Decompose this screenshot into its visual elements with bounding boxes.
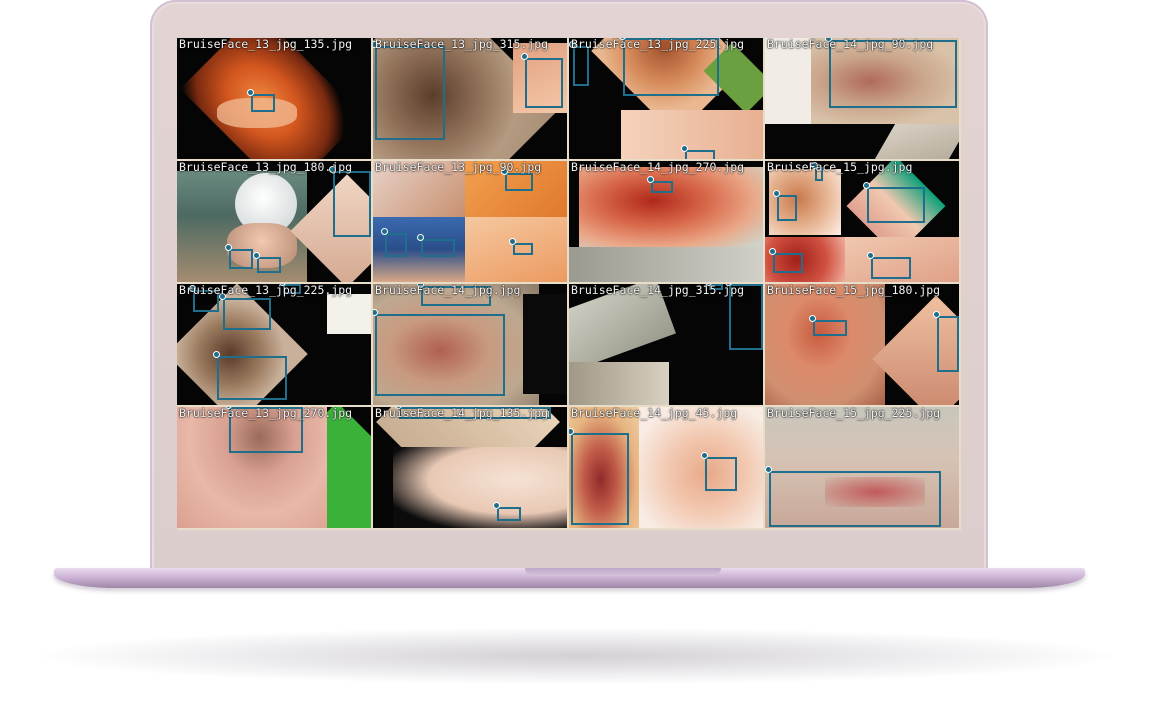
bounding-box xyxy=(247,89,275,112)
image-region xyxy=(327,294,371,334)
bounding-box xyxy=(769,248,803,273)
training-batch-grid: BruiseFace_13_jpg_135.jpg BruiseFace_13_… xyxy=(177,38,961,530)
image-region xyxy=(825,477,925,507)
tile-title: BruiseFace_13_jpg_225.jpg xyxy=(179,284,353,297)
tile-title: BruiseFace_13_jpg_225.jpg xyxy=(571,38,745,51)
image-region xyxy=(579,167,763,251)
image-region xyxy=(765,407,959,528)
bounding-box xyxy=(569,428,629,525)
image-region xyxy=(217,98,297,128)
image-region xyxy=(393,447,567,528)
bounding-box xyxy=(809,315,847,336)
bounding-box xyxy=(863,182,925,223)
bounding-box xyxy=(773,190,797,221)
image-region xyxy=(765,284,885,405)
batch-tile[interactable]: BruiseFace_15_jpg_180.jpg xyxy=(765,284,959,405)
tile-title: BruiseFace_15_jpg_180.jpg xyxy=(767,284,941,297)
bounding-box xyxy=(225,407,303,453)
batch-tile[interactable]: BruiseFace_14_jpg_270.jpg xyxy=(569,161,763,282)
bounding-box xyxy=(933,311,959,372)
image-region xyxy=(465,217,567,282)
batch-tile[interactable]: BruiseFace_13_jpg_90.jpg xyxy=(373,161,567,282)
bounding-box xyxy=(647,176,673,193)
batch-tile[interactable]: BruiseFace_14_jpg.jpg xyxy=(373,284,567,405)
tile-title: BruiseFace_14_jpg_270.jpg xyxy=(571,161,745,174)
bounding-box xyxy=(279,284,301,294)
image-region xyxy=(874,124,959,159)
bounding-box xyxy=(213,351,287,400)
bounding-box xyxy=(569,41,589,86)
image-region xyxy=(765,237,845,282)
batch-tile[interactable]: BruiseFace_14_jpg_45.jpg xyxy=(569,407,763,528)
bounding-box xyxy=(381,228,407,257)
image-region xyxy=(569,362,669,405)
batch-tile[interactable]: BruiseFace_13_jpg_225.jpg xyxy=(177,284,371,405)
batch-tile[interactable]: BruiseFace_13_jpg_180.jpg xyxy=(177,161,371,282)
bounding-box xyxy=(373,41,445,140)
bounding-box xyxy=(509,238,533,255)
tile-title: BruiseFace_14_jpg.jpg xyxy=(375,284,521,297)
bounding-box xyxy=(701,452,737,491)
batch-tile[interactable]: BruiseFace_14_jpg_90.jpg xyxy=(765,38,959,159)
tile-title: BruiseFace_13_jpg_90.jpg xyxy=(375,161,542,174)
image-region xyxy=(811,38,959,124)
tile-title: BruiseFace_14_jpg_45.jpg xyxy=(571,407,738,420)
batch-tile[interactable]: BruiseFace_14_jpg_315.jpg xyxy=(569,284,763,405)
batch-tile[interactable]: BruiseFace_14_jpg_135.jpg xyxy=(373,407,567,528)
image-region xyxy=(227,223,297,268)
bounding-box xyxy=(705,284,723,290)
batch-tile[interactable]: BruiseFace_13_jpg_225.jpg xyxy=(569,38,763,159)
bounding-box xyxy=(493,502,521,521)
batch-tile[interactable]: BruiseFace_13_jpg_135.jpg xyxy=(177,38,371,159)
bounding-box xyxy=(521,53,563,108)
laptop-notch xyxy=(525,568,721,576)
tile-title: BruiseFace_15_jpg_225.jpg xyxy=(767,407,941,420)
tile-title: BruiseFace_14_jpg_90.jpg xyxy=(767,38,934,51)
bounding-box xyxy=(867,252,911,279)
bounding-box xyxy=(765,466,941,527)
bounding-box xyxy=(501,168,533,191)
bounding-box xyxy=(725,284,763,350)
bounding-box xyxy=(811,162,823,181)
batch-tile[interactable]: BruiseFace_15_jpg_225.jpg xyxy=(765,407,959,528)
image-region xyxy=(523,294,567,394)
bounding-box xyxy=(619,38,719,96)
bounding-box xyxy=(329,166,371,237)
batch-tile[interactable]: BruiseFace_13_jpg_315.jpg xyxy=(373,38,567,159)
image-region xyxy=(769,169,841,235)
image-region xyxy=(373,217,465,282)
image-region xyxy=(639,407,763,528)
image-region xyxy=(569,247,763,282)
image-region xyxy=(373,161,465,217)
bounding-box xyxy=(225,244,253,269)
bounding-box xyxy=(417,234,455,257)
floor-shadow xyxy=(40,628,1114,684)
tile-title: BruiseFace_13_jpg_135.jpg xyxy=(179,38,353,51)
tile-title: BruiseFace_15_jpg.jpg xyxy=(767,161,913,174)
image-region xyxy=(765,38,811,124)
bounding-box xyxy=(189,285,219,312)
tile-title: BruiseFace_13_jpg_180.jpg xyxy=(179,161,353,174)
tile-title: BruiseFace_14_jpg_315.jpg xyxy=(571,284,745,297)
batch-tile[interactable]: BruiseFace_15_jpg.jpg xyxy=(765,161,959,282)
image-region xyxy=(845,237,959,282)
bounding-box xyxy=(253,252,281,273)
tile-title: BruiseFace_13_jpg_270.jpg xyxy=(179,407,353,420)
bounding-box xyxy=(219,293,271,330)
bounding-box xyxy=(373,309,505,396)
bounding-box xyxy=(825,38,957,108)
tile-title: BruiseFace_13_jpg_315.jpg xyxy=(375,38,549,51)
bounding-box xyxy=(417,284,491,306)
laptop-base xyxy=(54,568,1085,588)
bounding-box xyxy=(681,145,715,159)
bounding-box xyxy=(395,407,551,419)
tile-title: BruiseFace_14_jpg_135.jpg xyxy=(375,407,549,420)
image-region xyxy=(569,284,676,372)
batch-tile[interactable]: BruiseFace_13_jpg_270.jpg xyxy=(177,407,371,528)
